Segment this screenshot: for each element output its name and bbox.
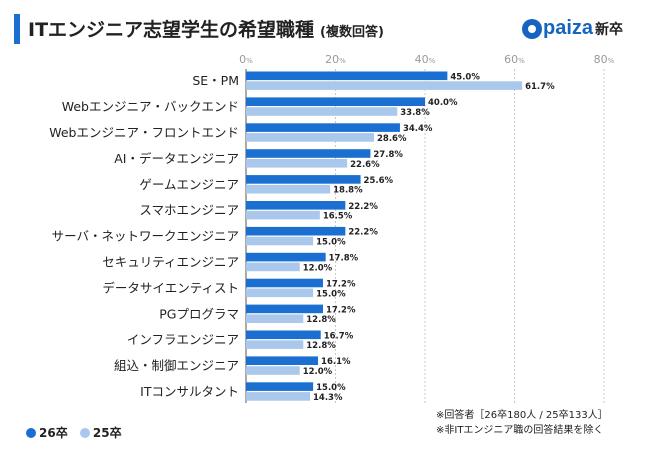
data-label-25: 18.8%	[333, 186, 363, 196]
bar-25	[246, 262, 300, 272]
paiza-logo-icon	[522, 18, 542, 39]
data-label-26: 25.6%	[364, 176, 394, 186]
x-tick-label: 20%	[325, 53, 346, 66]
bar-26	[246, 382, 314, 391]
note-respondents: ※回答者［26卒180人 / 25卒133人］	[436, 410, 608, 421]
data-label-25: 16.5%	[323, 212, 353, 222]
bar-25	[246, 159, 348, 168]
category-label: PGプログラマ	[159, 306, 239, 321]
legend-swatch-25	[79, 428, 90, 438]
bar-26	[246, 123, 400, 132]
category-label: Webエンジニア・バックエンド	[62, 99, 239, 114]
data-label-25: 12.8%	[306, 315, 336, 325]
data-label-26: 22.2%	[348, 228, 378, 238]
data-label-26: 40.0%	[428, 98, 458, 108]
data-label-25: 12.0%	[303, 367, 333, 377]
data-label-25: 22.6%	[350, 160, 380, 170]
bar-26	[246, 97, 425, 106]
data-label-25: 33.8%	[400, 108, 430, 118]
data-label-25: 12.8%	[306, 341, 336, 351]
category-label: セキュリティエンジニア	[102, 255, 239, 270]
page-title: ITエンジニア志望学生の希望職種 (複数回答)	[28, 15, 384, 42]
category-label: SE・PM	[192, 73, 239, 88]
bar-25	[246, 133, 374, 142]
chart-legend: 26卒 25卒	[26, 424, 130, 441]
category-label: AI・データエンジニア	[114, 151, 239, 166]
bar-26	[246, 278, 323, 288]
x-tick-label: 80%	[594, 53, 615, 66]
bar-25	[246, 314, 304, 323]
bar-25	[246, 288, 314, 298]
category-label: インフラエンジニア	[127, 332, 239, 347]
bar-26	[246, 330, 321, 340]
bar-25	[246, 210, 320, 220]
brand-logo: paiza 新卒	[522, 17, 623, 40]
note-exclusion: ※非ITエンジニア職の回答結果を除く	[436, 425, 604, 436]
bar-25	[246, 184, 331, 194]
category-label: 組込・制御エンジニア	[114, 358, 239, 373]
data-label-25: 15.0%	[316, 289, 346, 299]
category-label: ITコンサルタント	[140, 384, 239, 399]
bar-25	[246, 236, 314, 246]
data-label-25: 12.0%	[303, 263, 333, 273]
x-tick-label: 60%	[504, 53, 525, 66]
data-label-26: 45.0%	[450, 72, 480, 82]
data-label-26: 22.2%	[348, 202, 378, 212]
category-label: Webエンジニア・フロントエンド	[49, 125, 239, 140]
category-label: ゲームエンジニア	[139, 177, 239, 192]
legend-item-26: 26卒	[26, 424, 68, 441]
bar-25	[246, 107, 398, 116]
bar-26	[246, 175, 361, 184]
data-label-25: 14.3%	[313, 393, 343, 403]
legend-label-25: 25卒	[92, 426, 122, 440]
legend-item-25: 25卒	[79, 424, 122, 441]
legend-swatch-26	[26, 428, 36, 438]
bar-25	[246, 366, 300, 375]
x-tick-label: 40%	[415, 53, 436, 66]
data-label-26: 17.2%	[326, 305, 356, 315]
brand-name: paiza	[543, 17, 594, 39]
title-subtitle: (複数回答)	[320, 25, 384, 40]
bar-26	[246, 149, 371, 158]
brand-tagline: 新卒	[595, 20, 624, 37]
data-label-25: 28.6%	[377, 134, 407, 144]
bar-25	[246, 81, 523, 90]
data-label-26: 27.8%	[373, 150, 403, 160]
bar-26	[246, 201, 346, 210]
title-text: ITエンジニア志望学生の希望職種	[28, 19, 315, 41]
category-label: データサイエンティスト	[102, 280, 239, 295]
bar-26	[246, 304, 323, 314]
data-label-26: 15.0%	[316, 383, 346, 393]
bar-25	[246, 340, 304, 349]
bar-26	[246, 356, 319, 365]
data-label-26: 16.7%	[324, 331, 354, 341]
legend-label-26: 26卒	[39, 426, 68, 440]
category-label: スマホエンジニア	[139, 203, 239, 218]
data-label-26: 17.8%	[329, 254, 359, 264]
data-label-26: 34.4%	[403, 124, 433, 134]
category-label: サーバ・ネットワークエンジニア	[52, 229, 239, 244]
bar-25	[246, 392, 310, 401]
data-label-25: 61.7%	[525, 82, 555, 92]
bar-26	[246, 71, 448, 81]
data-label-26: 17.2%	[326, 280, 356, 290]
title-accent-bar	[14, 14, 20, 44]
bar-26	[246, 252, 326, 262]
x-tick-label: 0%	[239, 53, 253, 66]
data-label-25: 15.0%	[316, 238, 346, 248]
bar-26	[246, 226, 346, 236]
data-label-26: 16.1%	[321, 357, 351, 367]
chart-notes: ※回答者［26卒180人 / 25卒133人］ ※非ITエンジニア職の回答結果を…	[436, 408, 608, 438]
